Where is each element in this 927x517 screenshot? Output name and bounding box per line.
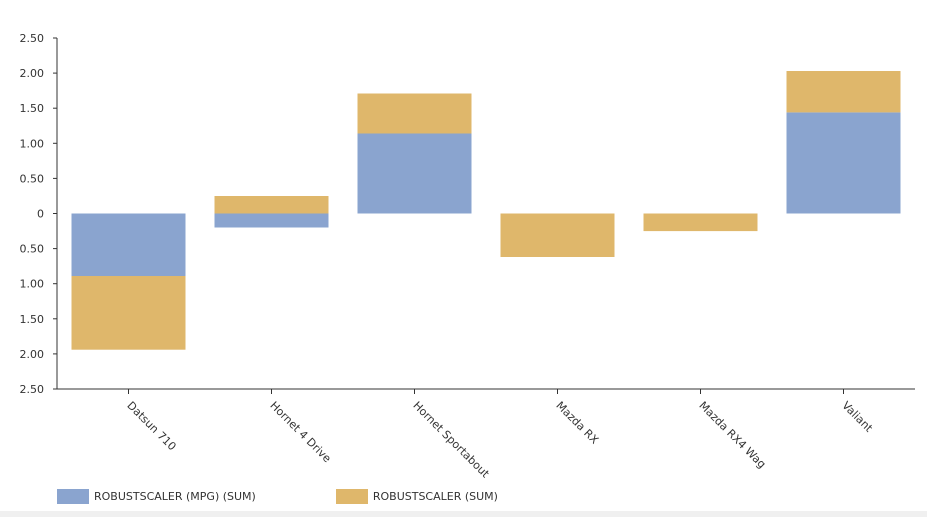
legend-item-mpg[interactable]: ROBUSTSCALER (MPG) (SUM) [57, 489, 256, 504]
legend: ROBUSTSCALER (MPG) (SUM) ROBUSTSCALER (S… [57, 489, 498, 504]
legend-label-mpg: ROBUSTSCALER (MPG) (SUM) [94, 490, 256, 503]
bar-sum-1 [214, 196, 329, 214]
bar-mpg-1 [214, 213, 329, 228]
y-tick-label: 1.00 [20, 278, 45, 291]
bar-sum-3 [500, 213, 615, 257]
y-tick-label: 0 [37, 208, 44, 221]
x-tick-label: Hornet Sportabout [410, 399, 492, 481]
y-tick-label: 1.50 [20, 313, 45, 326]
bottom-strip [0, 511, 927, 517]
y-tick-label: 1.00 [20, 137, 45, 150]
x-tick-label: Mazda RX [553, 399, 601, 447]
x-tick-label: Datsun 710 [124, 399, 178, 453]
bar-sum-2 [357, 93, 472, 134]
y-tick-label: 0.50 [20, 243, 45, 256]
bar-mpg-0 [71, 213, 186, 276]
bar-mpg-5 [786, 112, 901, 214]
bar-sum-0 [71, 276, 186, 350]
y-tick-label: 2.00 [20, 67, 45, 80]
y-tick-label: 2.50 [20, 383, 45, 396]
legend-label-sum: ROBUSTSCALER (SUM) [372, 490, 498, 503]
y-tick-label: 2.50 [20, 32, 45, 45]
x-tick-label: Mazda RX4 Wag [696, 399, 768, 471]
legend-swatch-sum [335, 489, 368, 504]
y-tick-label: 2.00 [20, 348, 45, 361]
bar-sum-4 [643, 213, 758, 232]
legend-swatch-mpg [57, 489, 89, 504]
y-tick-label: 1.50 [20, 102, 45, 115]
bar-sum-5 [786, 71, 901, 113]
legend-item-sum[interactable]: ROBUSTSCALER (SUM) [335, 489, 498, 504]
x-tick-label: Hornet 4 Drive [267, 399, 333, 465]
y-tick-label: 0.50 [20, 172, 45, 185]
x-tick-label: Valiant [839, 399, 875, 435]
bar-mpg-2 [357, 133, 472, 214]
